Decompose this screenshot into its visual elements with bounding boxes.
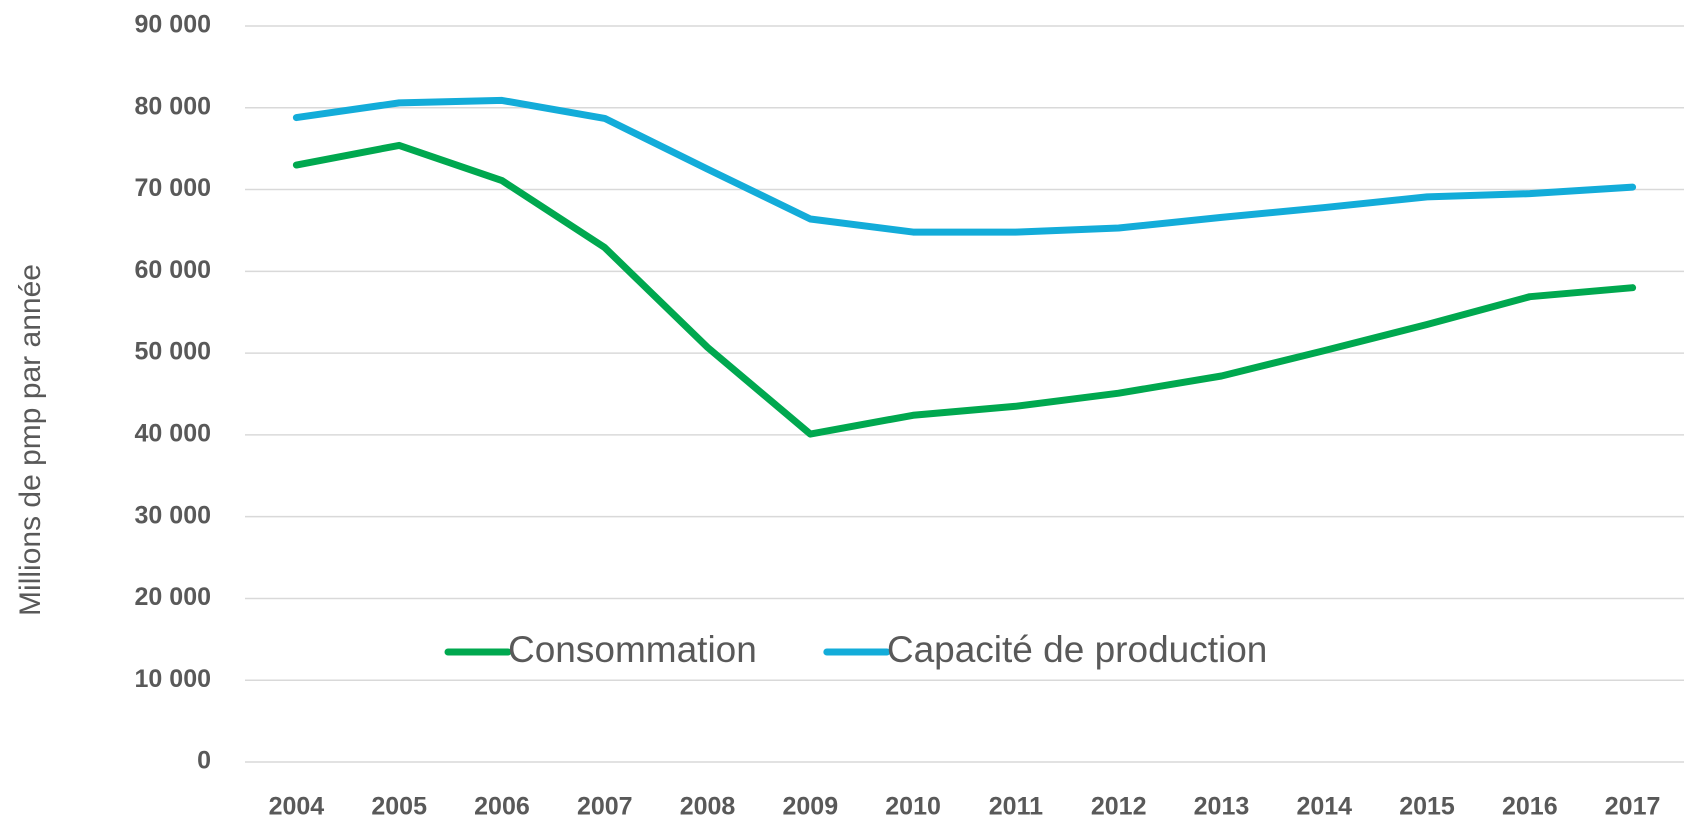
x-tick-label: 2006 [474,793,530,821]
line-series [292,96,1637,236]
line-series [292,141,1637,438]
y-tick-label: 20 000 [135,583,211,611]
y-tick-label: 90 000 [135,11,211,39]
x-tick-label: 2016 [1502,793,1558,821]
legend-label: Capacité de production [887,629,1268,670]
x-tick-label: 2013 [1194,793,1250,821]
x-tick-label: 2005 [371,793,427,821]
y-tick-label: 60 000 [135,256,211,284]
legend-label: Consommation [508,629,757,670]
x-tick-label: 2014 [1296,793,1352,821]
x-tick-label: 2012 [1091,793,1147,821]
x-tick-label: 2010 [885,793,941,821]
x-tick-label: 2011 [989,793,1043,821]
y-tick-label: 40 000 [135,419,211,447]
y-tick-label: 0 [197,747,211,775]
x-tick-label: 2009 [783,793,839,821]
y-axis-label: Millions de pmp par année [14,264,47,616]
x-tick-label: 2007 [577,793,633,821]
y-tick-label: 70 000 [135,174,211,202]
y-tick-label: 80 000 [135,92,211,120]
y-tick-label: 50 000 [135,338,211,366]
y-tick-label: 10 000 [135,665,211,693]
x-tick-label: 2004 [269,793,325,821]
x-tick-label: 2015 [1399,793,1455,821]
y-tick-label: 30 000 [135,501,211,529]
x-tick-label: 2017 [1605,793,1661,821]
x-tick-label: 2008 [680,793,736,821]
